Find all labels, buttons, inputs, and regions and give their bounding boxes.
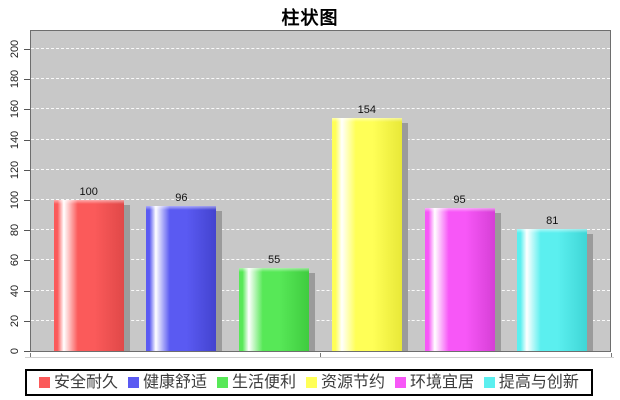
y-axis-tick-label: 40 (9, 284, 21, 297)
gridline (31, 289, 610, 291)
y-axis-tick-label: 80 (9, 224, 21, 237)
gridline (31, 48, 610, 49)
gridline (31, 108, 610, 110)
legend-label: 环境宜居 (409, 374, 474, 391)
x-axis-tick (320, 353, 321, 357)
legend-item: 健康舒适 (127, 374, 207, 391)
gridline (31, 199, 610, 200)
y-axis-tick-label: 180 (9, 70, 21, 89)
gridline (31, 78, 610, 80)
gridline (31, 259, 610, 261)
legend-label: 生活便利 (231, 374, 296, 391)
legend-swatch (394, 377, 406, 388)
gridlines-layer (31, 31, 610, 351)
bar-slot: 81 (517, 31, 588, 351)
y-axis-tick (24, 290, 30, 292)
bar-slot: 154 (331, 31, 402, 351)
legend-label: 提高与创新 (498, 374, 579, 391)
legend-swatch (483, 377, 495, 388)
bar-value-label: 81 (546, 214, 559, 227)
legend-item: 生活便利 (216, 374, 296, 391)
legend-label: 资源节约 (320, 374, 385, 391)
legend-swatch (39, 377, 50, 388)
gridline (31, 168, 610, 170)
bar-slot: 100 (53, 31, 124, 351)
x-axis-underline (25, 357, 614, 358)
bar (331, 118, 402, 351)
plot-area: 100 96 55 154 95 81 (30, 30, 611, 352)
y-axis-tick-label: 100 (9, 190, 21, 210)
gridline (31, 229, 610, 231)
y-axis-tick-label: 160 (9, 100, 21, 119)
bar-slot: 96 (146, 31, 217, 351)
y-axis-tick (24, 351, 30, 352)
x-axis-tick (611, 353, 612, 357)
y-axis-tick (24, 169, 30, 171)
legend-label: 安全耐久 (54, 374, 119, 391)
bar (239, 267, 310, 351)
bar-value-label: 95 (453, 193, 466, 206)
y-axis-tick (24, 109, 30, 111)
bar-slot: 95 (424, 31, 495, 351)
y-axis-tick (24, 200, 30, 201)
x-axis-tick (30, 353, 31, 357)
y-axis-tick-label: 140 (9, 130, 21, 149)
y-axis-tick (24, 139, 30, 141)
y-axis-tick (24, 320, 30, 322)
y-axis-tick-label: 0 (9, 347, 21, 355)
legend-swatch (216, 377, 228, 388)
y-axis-tick-label: 200 (9, 39, 21, 59)
legend-swatch (305, 377, 317, 388)
bar-value-label: 154 (357, 104, 376, 117)
y-axis-tick-label: 60 (9, 254, 21, 267)
gridline (31, 138, 610, 140)
legend-swatch (127, 377, 139, 388)
bar-value-label: 100 (79, 186, 98, 198)
chart-title: 柱状图 (281, 8, 339, 28)
legend: 安全耐久 健康舒适 生活便利 资源节约 环境宜居 提高与创新 (25, 369, 593, 396)
bars-row: 100 96 55 154 95 81 (31, 31, 610, 351)
legend-label: 健康舒适 (142, 374, 207, 391)
bar (517, 228, 588, 351)
y-axis-tick (24, 49, 30, 50)
gridline (31, 319, 610, 321)
bar-slot: 55 (239, 31, 310, 351)
legend-item: 安全耐久 (39, 374, 118, 391)
y-axis-tick (24, 79, 30, 81)
y-axis-tick (24, 260, 30, 262)
legend-item: 环境宜居 (394, 374, 474, 391)
y-axis-tick-label: 120 (9, 160, 21, 179)
bar (53, 200, 124, 351)
bar-value-label: 96 (175, 192, 188, 205)
bar (146, 206, 217, 351)
y-axis-tick (24, 230, 30, 232)
bar (424, 207, 495, 351)
legend-item: 资源节约 (305, 374, 385, 391)
bar-value-label: 55 (267, 253, 281, 266)
y-axis-tick-label: 20 (9, 314, 21, 327)
legend-item: 提高与创新 (483, 374, 579, 391)
